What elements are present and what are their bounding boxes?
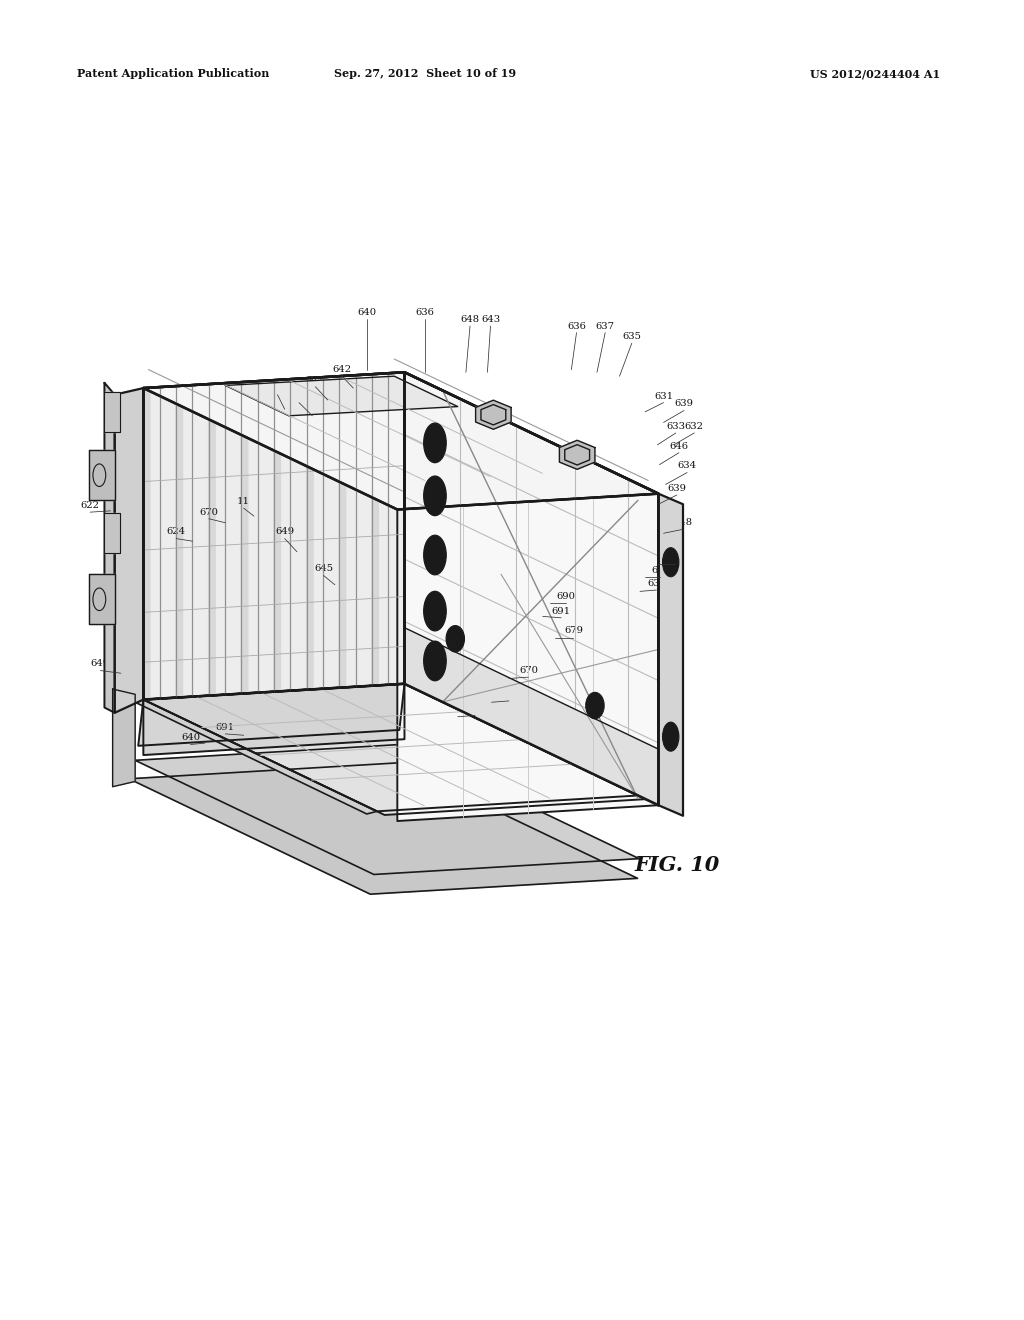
Polygon shape <box>404 628 658 805</box>
Polygon shape <box>129 763 638 894</box>
Polygon shape <box>475 400 511 429</box>
Text: 640: 640 <box>181 734 200 742</box>
Text: FIG. 10: FIG. 10 <box>635 854 720 875</box>
Text: 649: 649 <box>275 528 294 536</box>
Polygon shape <box>104 513 120 553</box>
Text: 670: 670 <box>519 667 538 675</box>
Text: 635: 635 <box>623 333 641 341</box>
Text: 690: 690 <box>557 593 575 601</box>
Polygon shape <box>339 376 346 688</box>
Polygon shape <box>306 378 313 689</box>
Polygon shape <box>143 372 658 510</box>
Text: 629: 629 <box>290 392 308 400</box>
Text: 635: 635 <box>651 566 670 574</box>
Text: 691: 691 <box>552 607 570 615</box>
Polygon shape <box>115 388 143 713</box>
Text: 646: 646 <box>670 442 688 450</box>
Polygon shape <box>176 385 182 697</box>
Text: 633: 633 <box>667 422 685 430</box>
Text: 641: 641 <box>306 376 325 384</box>
Polygon shape <box>274 380 281 692</box>
Polygon shape <box>225 376 458 416</box>
Ellipse shape <box>446 626 465 652</box>
Polygon shape <box>89 450 115 500</box>
Text: 645: 645 <box>314 565 333 573</box>
Polygon shape <box>658 494 683 816</box>
Text: 649: 649 <box>91 660 110 668</box>
Polygon shape <box>138 684 404 746</box>
Text: 630: 630 <box>268 384 287 392</box>
Text: 622: 622 <box>81 502 99 510</box>
Text: Patent Application Publication: Patent Application Publication <box>77 69 269 79</box>
Polygon shape <box>104 383 115 713</box>
Ellipse shape <box>424 642 446 681</box>
Text: 624: 624 <box>167 528 185 536</box>
Polygon shape <box>104 392 120 432</box>
Text: 637: 637 <box>596 322 614 330</box>
Polygon shape <box>143 684 638 812</box>
Text: 670: 670 <box>200 508 218 516</box>
Text: 11: 11 <box>238 498 250 506</box>
Polygon shape <box>113 689 135 787</box>
Polygon shape <box>143 684 646 814</box>
Ellipse shape <box>663 548 679 577</box>
Ellipse shape <box>424 535 446 574</box>
Text: 639: 639 <box>675 400 693 408</box>
Polygon shape <box>143 388 150 700</box>
Text: Sep. 27, 2012  Sheet 10 of 19: Sep. 27, 2012 Sheet 10 of 19 <box>334 69 516 79</box>
Ellipse shape <box>424 477 446 516</box>
Polygon shape <box>559 441 595 470</box>
Text: 690: 690 <box>466 705 484 713</box>
Text: 636: 636 <box>416 309 434 317</box>
Text: 638: 638 <box>647 579 666 587</box>
Text: 634: 634 <box>678 462 696 470</box>
Text: US 2012/0244404 A1: US 2012/0244404 A1 <box>810 69 941 79</box>
Ellipse shape <box>424 424 446 463</box>
Polygon shape <box>89 574 115 624</box>
Text: 644: 644 <box>666 553 684 561</box>
Polygon shape <box>135 744 639 874</box>
Polygon shape <box>135 700 377 814</box>
Polygon shape <box>404 372 658 805</box>
Text: 685: 685 <box>500 690 518 698</box>
Ellipse shape <box>424 591 446 631</box>
Text: 640: 640 <box>357 309 376 317</box>
Text: 642: 642 <box>333 366 351 374</box>
Text: 631: 631 <box>654 392 673 400</box>
Ellipse shape <box>586 693 604 719</box>
Text: 639: 639 <box>668 484 686 492</box>
Text: 648: 648 <box>674 519 692 527</box>
Text: 679: 679 <box>564 627 583 635</box>
Text: 632: 632 <box>685 422 703 430</box>
Text: 643: 643 <box>481 315 500 323</box>
Text: 691: 691 <box>216 723 234 731</box>
Polygon shape <box>372 374 379 686</box>
Ellipse shape <box>663 722 679 751</box>
Polygon shape <box>143 372 404 700</box>
Text: 636: 636 <box>567 322 586 330</box>
Text: 648: 648 <box>461 315 479 323</box>
Polygon shape <box>242 381 248 694</box>
Polygon shape <box>143 684 404 755</box>
Polygon shape <box>397 494 658 821</box>
Polygon shape <box>209 384 215 696</box>
